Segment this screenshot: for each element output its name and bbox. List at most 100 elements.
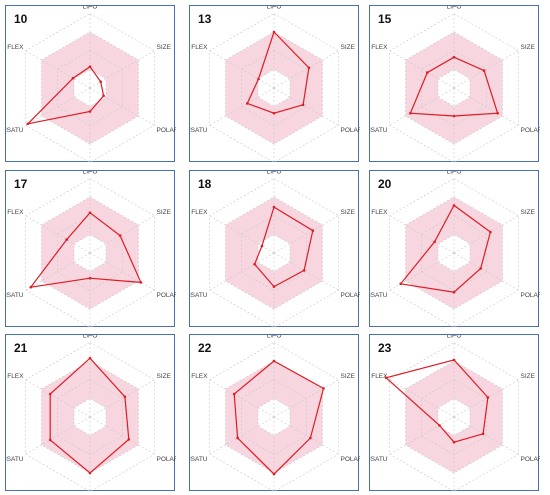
axis-label-polar: POLAR: [521, 127, 540, 134]
axis-label-insatu: INSATU: [190, 127, 208, 134]
data-point-lipo: [452, 204, 456, 207]
data-point-lipo: [88, 65, 92, 68]
axis-label-flex: FLEX: [7, 373, 24, 380]
grid-ring: [209, 13, 339, 163]
data-point-flex: [426, 71, 429, 74]
data-point-insolu: [272, 285, 276, 288]
data-point-flex: [48, 392, 52, 396]
grid-ring: [389, 13, 519, 163]
data-point-insolu: [452, 440, 456, 444]
axis-label-polar: POLAR: [521, 456, 540, 463]
axis-label-flex: FLEX: [371, 209, 388, 216]
data-point-size: [307, 66, 311, 70]
axis-spoke: [25, 50, 91, 89]
data-point-insatu: [253, 262, 256, 266]
axis-label-lipo: LIPO: [267, 6, 282, 11]
grid-ring: [257, 234, 291, 272]
radar-chart: LIPOSIZEPOLARINSOLUINSATUFLEX: [370, 171, 540, 328]
axis-spoke: [209, 252, 275, 291]
axis-label-polar: POLAR: [157, 127, 176, 134]
data-point-flex: [260, 244, 264, 248]
radar-panel-21: 21LIPOSIZEPOLARINSOLUINSATUFLEX: [5, 334, 176, 492]
axis-label-flex: FLEX: [7, 44, 24, 51]
axis-label-polar: POLAR: [341, 456, 360, 463]
axis-spoke: [209, 379, 275, 418]
optimal-range-band: [225, 32, 323, 144]
data-point-polar: [496, 111, 499, 115]
grid-ring: [25, 342, 155, 492]
axis-label-lipo: LIPO: [267, 171, 282, 176]
data-point-size: [486, 396, 490, 399]
radar-panel-10: 10LIPOSIZEPOLARINSOLUINSATUFLEX: [5, 5, 176, 163]
axis-spoke: [389, 87, 455, 126]
axis-label-size: SIZE: [521, 373, 536, 380]
axis-spoke: [389, 416, 455, 455]
axis-spoke: [209, 50, 275, 89]
axis-label-lipo: LIPO: [83, 171, 98, 176]
data-point-insatu: [246, 102, 249, 105]
axis-label-size: SIZE: [341, 209, 356, 216]
optimal-range-band: [41, 361, 139, 473]
axis-spoke: [453, 379, 519, 418]
data-point-polar: [302, 269, 306, 272]
radar-panel-23: 23LIPOSIZEPOLARINSOLUINSATUFLEX: [369, 334, 540, 492]
axis-spoke: [273, 416, 339, 455]
axis-spoke: [89, 215, 155, 254]
data-point-polar: [301, 103, 305, 107]
axis-spoke: [453, 416, 519, 455]
radar-panel-15: 15LIPOSIZEPOLARINSOLUINSATUFLEX: [369, 5, 540, 163]
data-point-insatu: [236, 436, 239, 440]
data-point-insatu: [29, 285, 33, 289]
axis-spoke: [209, 87, 275, 126]
axis-label-lipo: LIPO: [447, 6, 462, 11]
grid-ring: [73, 234, 107, 272]
axis-label-insatu: INSATU: [6, 456, 24, 463]
data-point-lipo: [272, 30, 276, 34]
axis-label-insatu: INSATU: [190, 292, 208, 299]
axis-label-lipo: LIPO: [447, 171, 462, 176]
data-point-insolu: [88, 471, 92, 475]
axis-spoke: [273, 87, 339, 126]
axis-label-insatu: INSATU: [6, 292, 24, 299]
data-point-polar: [309, 436, 312, 440]
radar-panel-17: 17LIPOSIZEPOLARINSOLUINSATUFLEX: [5, 170, 176, 328]
axis-label-polar: POLAR: [341, 292, 360, 299]
grid-ring: [257, 398, 291, 436]
panel-label: 15: [378, 12, 392, 26]
optimal-range-band: [405, 32, 503, 144]
data-point-size: [118, 234, 122, 237]
optimal-range-band: [405, 197, 503, 309]
axis-label-insatu: INSATU: [370, 456, 388, 463]
data-point-flex: [232, 392, 236, 396]
data-point-size: [311, 229, 315, 232]
optimal-range-band: [225, 197, 323, 309]
panel-label: 13: [198, 12, 212, 26]
data-point-flex: [433, 240, 436, 244]
optimal-range-band: [405, 361, 503, 473]
data-point-insolu: [88, 276, 92, 280]
optimal-range-band: [225, 361, 323, 473]
data-point-lipo: [452, 358, 456, 362]
axis-spoke: [273, 252, 339, 291]
data-point-lipo: [272, 359, 276, 363]
data-point-size: [489, 230, 492, 234]
axis-spoke: [209, 215, 275, 254]
data-point-size: [99, 80, 102, 84]
grid-ring: [209, 342, 339, 492]
radar-panel-18: 18LIPOSIZEPOLARINSOLUINSATUFLEX: [189, 170, 360, 328]
axis-spoke: [25, 87, 91, 126]
axis-spoke: [453, 87, 519, 126]
data-point-polar: [139, 281, 143, 284]
axis-label-size: SIZE: [521, 209, 536, 216]
axis-spoke: [453, 252, 519, 291]
grid-ring: [25, 13, 155, 163]
data-point-polar: [102, 94, 105, 98]
axis-label-lipo: LIPO: [83, 335, 98, 340]
radar-chart: LIPOSIZEPOLARINSOLUINSATUFLEX: [6, 335, 176, 492]
data-point-insolu: [88, 110, 92, 113]
axis-spoke: [389, 50, 455, 89]
axis-label-size: SIZE: [341, 373, 356, 380]
radar-chart: LIPOSIZEPOLARINSOLUINSATUFLEX: [6, 6, 176, 163]
axis-spoke: [273, 215, 339, 254]
axis-label-insatu: INSATU: [190, 456, 208, 463]
